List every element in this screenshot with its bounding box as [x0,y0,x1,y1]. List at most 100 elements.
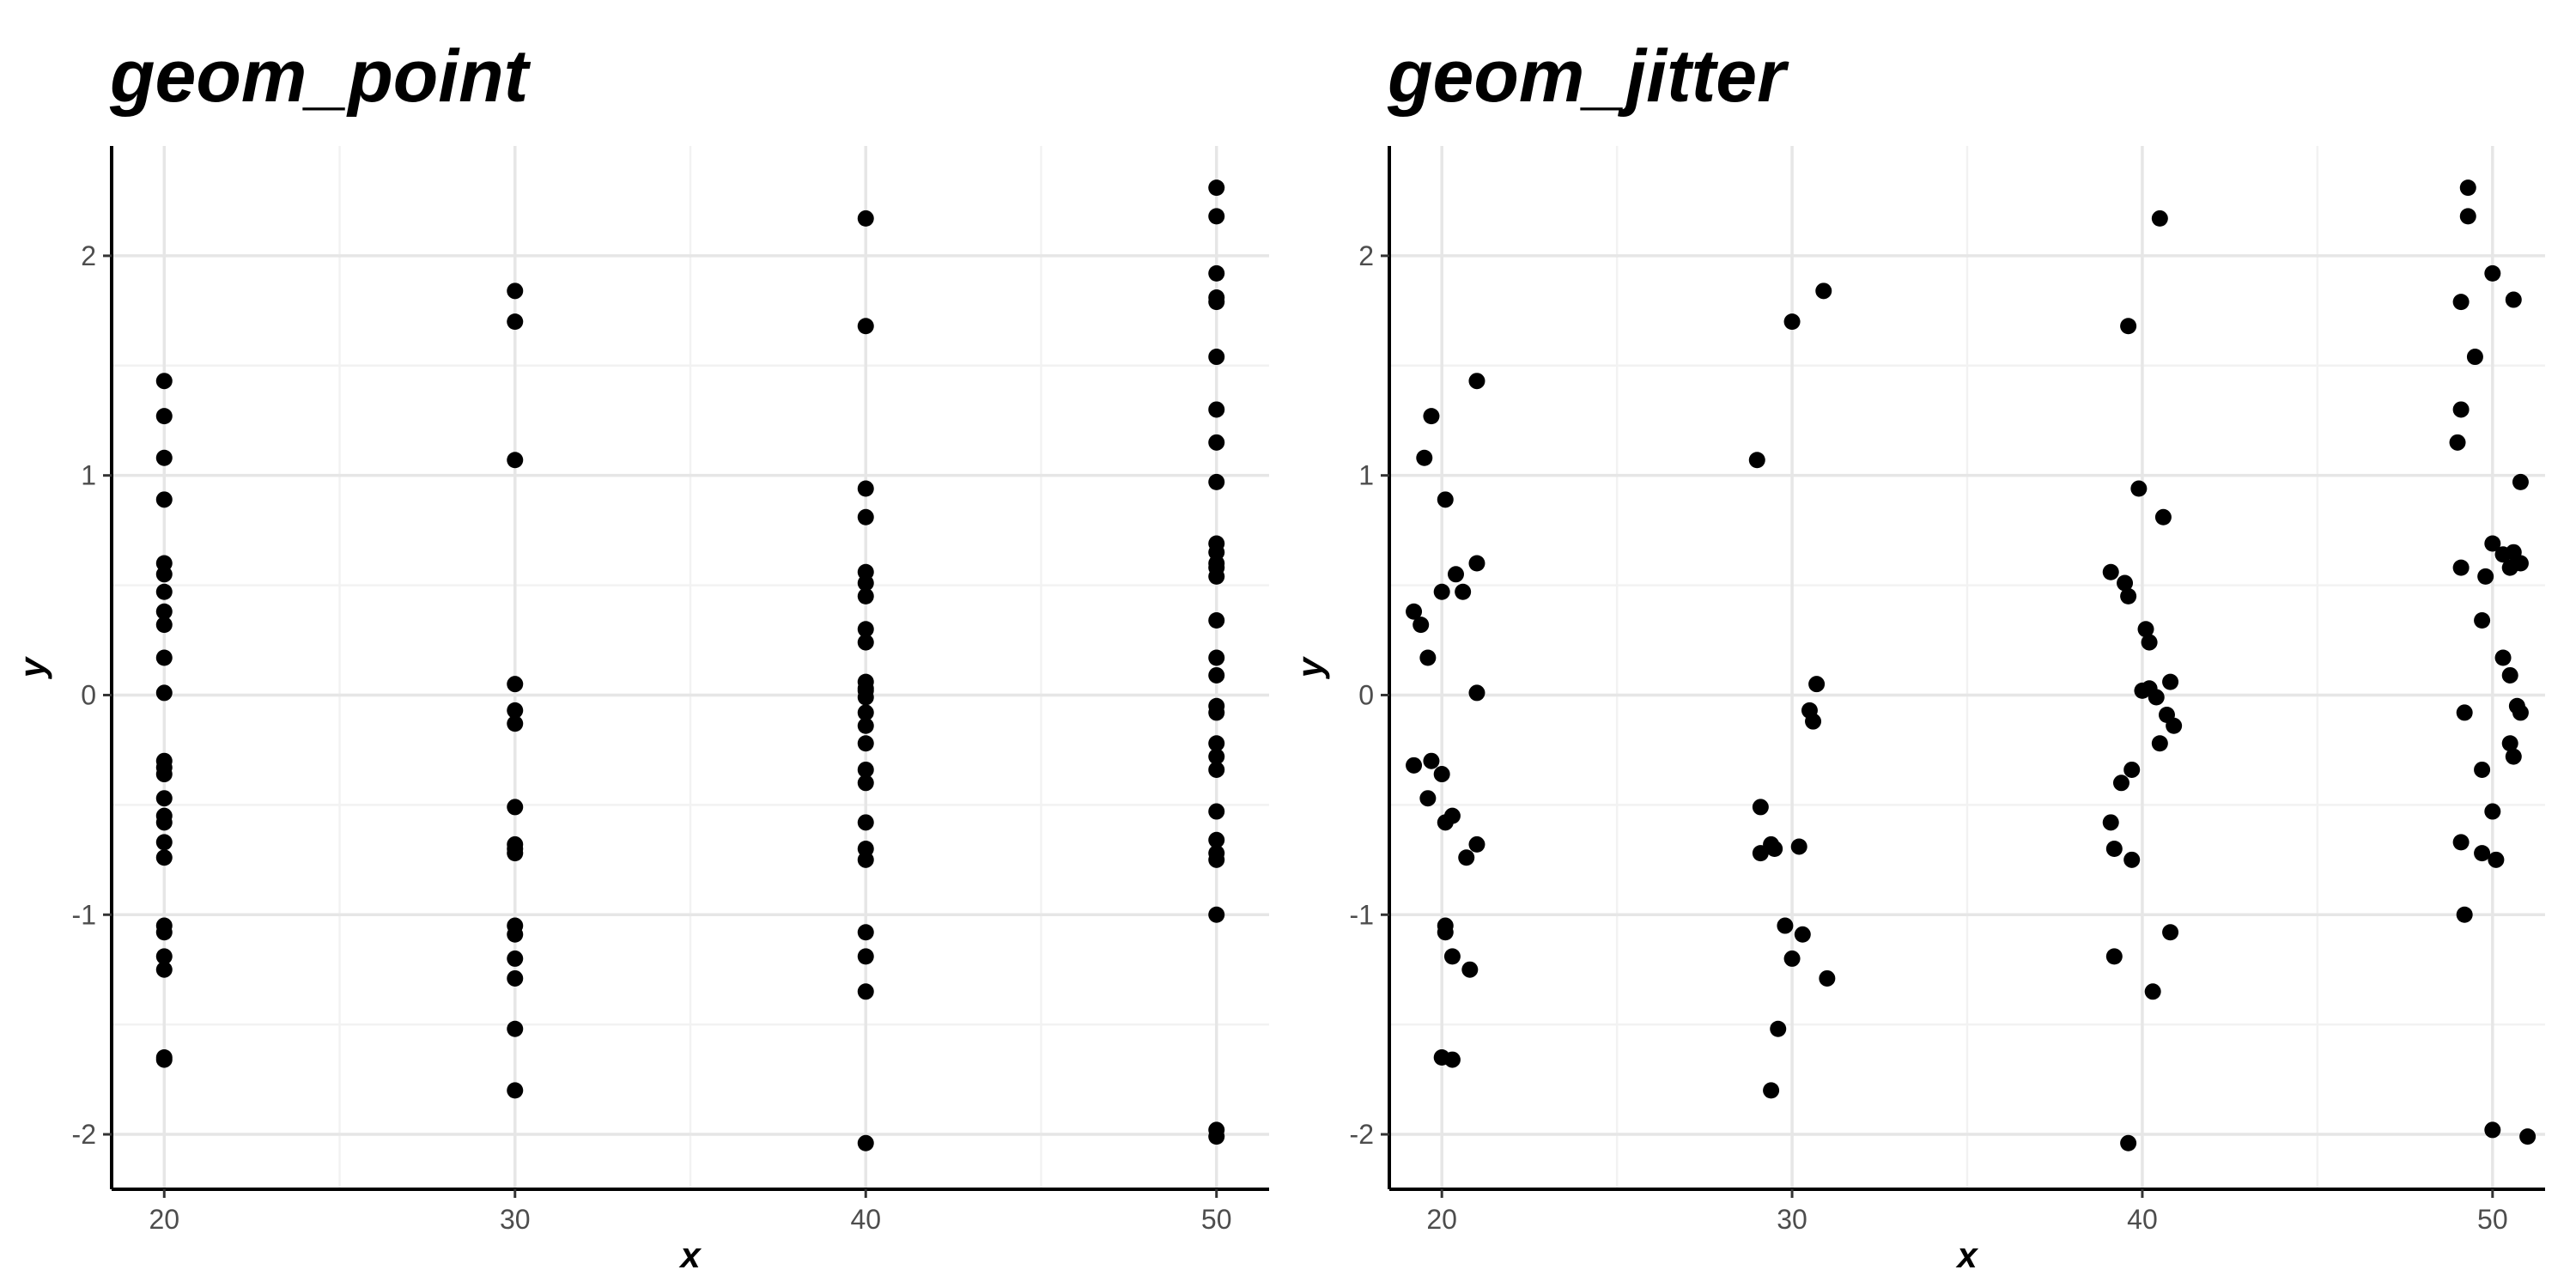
data-point [2452,559,2470,576]
data-point [1419,790,1437,807]
data-point [1208,434,1225,451]
data-point [1406,603,1423,620]
data-point [2117,574,2134,592]
data-point [857,775,874,792]
data-point [1468,835,1485,853]
data-point [1423,408,1440,425]
data-point [2456,704,2473,721]
data-point [2474,761,2491,778]
chart-title: geom_point [109,35,532,118]
data-point [1423,752,1440,769]
y-tick-label: 2 [1358,240,1374,271]
data-point [1790,838,1807,855]
data-point [155,948,173,965]
data-point [155,849,173,866]
data-point [507,676,524,693]
data-point [1208,401,1225,418]
data-point [1468,555,1485,572]
x-tick-label: 50 [1201,1204,1232,1235]
data-point [155,766,173,783]
data-point [2120,1134,2137,1151]
data-point [507,313,524,331]
data-point [1748,452,1765,469]
data-point [2452,294,2470,311]
data-point [1208,735,1225,752]
data-point [857,634,874,651]
data-point [155,790,173,807]
data-point [1770,1020,1787,1037]
data-point [155,814,173,831]
data-point [2123,761,2141,778]
data-point [2519,1128,2537,1145]
plot-area: 20 30 40 50 -2 -1 0 1 2 [1350,146,2545,1235]
data-point [857,717,874,734]
data-point [1763,1082,1780,1099]
data-point [1437,814,1454,831]
data-point [1208,349,1225,366]
data-point [1766,841,1783,858]
data-point [2105,841,2123,858]
data-point [155,566,173,583]
data-point [1752,845,1769,862]
data-point [2452,834,2470,851]
data-point [2501,666,2518,683]
data-point [2494,649,2512,666]
data-point [857,735,874,752]
data-point [155,491,173,508]
y-tick-label: 1 [1358,460,1374,491]
data-point [2144,983,2161,1000]
data-point [2102,814,2119,831]
data-point [2123,851,2141,868]
data-point [2488,851,2505,868]
data-point [155,649,173,666]
data-point [857,983,874,1000]
data-point [1208,748,1225,765]
data-point [2151,735,2168,752]
data-point [857,574,874,592]
x-tick-label: 20 [149,1204,179,1235]
data-point [857,1134,874,1151]
data-point [2137,621,2154,638]
x-tick-label: 40 [850,1204,881,1235]
data-point [1437,924,1454,941]
data-point [1208,761,1225,778]
data-point [1208,906,1225,923]
data-point [2162,924,2179,941]
data-point [2162,673,2179,690]
data-point [155,1051,173,1068]
data-point [2120,318,2137,335]
data-point [1208,1128,1225,1145]
panel-geom-point: geom_point 20 30 40 50 -2 -1 0 1 2 x y [12,35,1269,1275]
data-point [1752,799,1769,816]
data-point [2112,775,2129,792]
data-point [1783,950,1801,967]
data-point [155,617,173,634]
data-point [2505,291,2522,308]
data-point [1437,491,1454,508]
data-point [1406,756,1423,774]
plot-area: 20 30 40 50 -2 -1 0 1 2 [72,146,1269,1235]
data-point [1443,948,1461,965]
data-point [1794,926,1811,943]
y-axis-title: y [12,655,52,679]
data-point [1208,831,1225,848]
data-point [1808,676,1826,693]
data-point [2449,434,2466,451]
data-point [1208,208,1225,225]
data-point [2456,906,2473,923]
data-point [857,318,874,335]
panel-geom-jitter: geom_jitter 20 30 40 50 -2 -1 0 1 2 x y [1290,35,2545,1275]
data-point [1208,179,1225,197]
data-point [2130,480,2148,497]
data-point [857,851,874,868]
data-point [2477,568,2494,585]
data-point [1208,473,1225,490]
data-point [155,684,173,702]
data-point [507,452,524,469]
data-point [857,924,874,941]
data-point [2134,682,2151,699]
data-point [1208,294,1225,311]
data-point [857,689,874,706]
data-point [507,799,524,816]
data-point [155,583,173,600]
